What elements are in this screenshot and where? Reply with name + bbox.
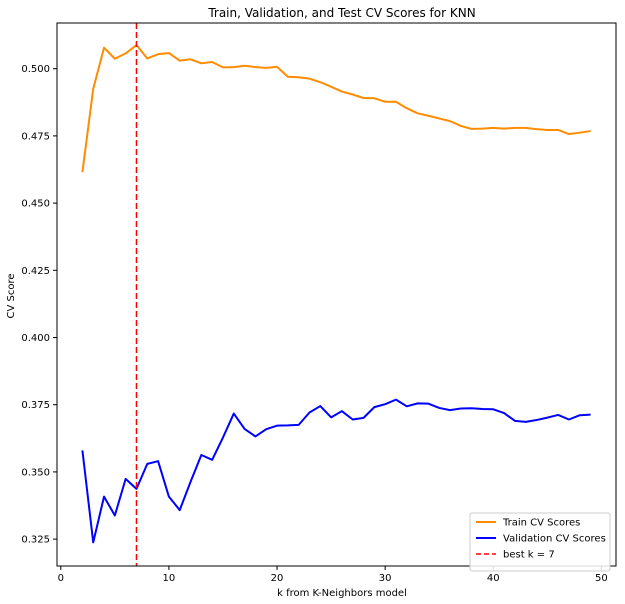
series-line-1: [81, 398, 591, 544]
x-tick-label: 0: [58, 573, 64, 584]
legend-label-2: best k = 7: [503, 550, 555, 561]
y-tick-label: 0.325: [21, 535, 50, 546]
series-line-0: [81, 44, 591, 173]
legend-box: [469, 512, 611, 572]
y-tick-label: 0.500: [21, 64, 50, 75]
x-tick-label: 10: [163, 573, 176, 584]
x-axis-label: k from K-Neighbors model: [277, 588, 407, 599]
plot-frame: [56, 22, 617, 567]
y-tick-label: 0.425: [21, 266, 50, 277]
x-tick-label: 30: [379, 573, 392, 584]
y-axis-label: CV Score: [6, 273, 17, 318]
y-tick-label: 0.375: [21, 400, 50, 411]
x-tick-label: 40: [487, 573, 500, 584]
y-tick-label: 0.450: [21, 199, 50, 210]
x-tick-label: 20: [271, 573, 284, 584]
x-tick-label: 50: [595, 573, 608, 584]
plot-area: 0 10 20 30 40 50 0.325 0.350 0.375 0.400 0.425 0.45…: [21, 22, 617, 584]
legend-label-1: Validation CV Scores: [503, 534, 606, 545]
y-tick-label: 0.350: [21, 467, 50, 478]
legend-label-0: Train CV Scores: [502, 518, 580, 529]
y-tick-label: 0.475: [21, 131, 50, 142]
legend: Train CV Scores Validation CV Scores best …: [469, 512, 611, 572]
chart-title: Train, Validation, and Test CV Scores fo…: [207, 6, 475, 20]
y-tick-label: 0.400: [21, 333, 50, 344]
